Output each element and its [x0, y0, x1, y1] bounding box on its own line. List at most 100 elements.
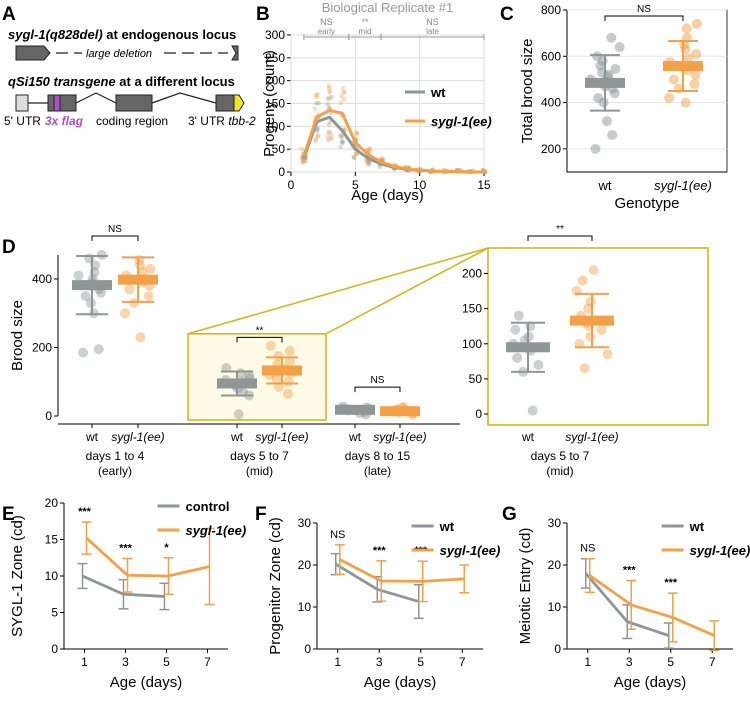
data-point — [326, 83, 331, 89]
data-point — [680, 97, 691, 108]
data-point — [313, 92, 319, 98]
series-line-control — [335, 562, 420, 603]
data-point — [315, 134, 321, 139]
inset-data-point — [510, 324, 521, 335]
x-tick-label: 3 — [626, 655, 633, 669]
legend-label: wt — [430, 85, 446, 100]
data-point — [325, 102, 331, 107]
x-tick-label: wt — [85, 430, 99, 444]
data-point — [299, 155, 305, 160]
sig-sublabel: late — [426, 27, 439, 36]
mean-bar — [118, 274, 158, 285]
series-line-control — [81, 574, 165, 598]
data-point — [668, 74, 679, 85]
y-tick-label: 50 — [272, 142, 286, 156]
sig-label: NS — [371, 375, 385, 386]
data-point — [283, 376, 294, 387]
panel-f-chart: 0 10 20 30 1 3 5 7 Age (days) Progenitor Zone (cd… — [267, 516, 500, 691]
data-point — [73, 270, 84, 281]
data-point — [351, 155, 357, 160]
y-axis-label: Brood size — [9, 300, 26, 371]
x-axis-label: Age (days) — [364, 674, 437, 691]
data-point — [326, 105, 332, 111]
panel-letter-f: F — [255, 504, 267, 525]
y-tick-label: 400 — [32, 272, 52, 286]
inset-y-tick-label: 50 — [469, 372, 483, 386]
line2-gene: qSi150 transgene — [8, 74, 116, 89]
inset-frame — [487, 247, 709, 426]
data-point — [316, 100, 321, 106]
group-label: days 5 to 7 — [230, 449, 289, 463]
x-tick-label: 7 — [204, 655, 211, 669]
data-point — [78, 347, 89, 358]
sig-label: *** — [664, 577, 678, 589]
data-point — [299, 146, 305, 152]
y-tick-label: 800 — [541, 3, 561, 17]
data-point — [368, 146, 373, 152]
data-point — [314, 128, 320, 134]
y-tick-label: 0 — [304, 642, 311, 656]
y-tick-label: 0 — [51, 642, 58, 656]
inset-y-tick-label: 150 — [462, 302, 482, 316]
data-point — [610, 64, 621, 75]
label-flag: 3x flag — [45, 114, 84, 128]
y-tick-label: 10 — [548, 600, 562, 614]
coding-box — [115, 94, 153, 112]
inset-data-point — [512, 352, 523, 363]
y-axis-label: SYGL-1 Zone (cd) — [9, 515, 26, 637]
label-utr5: 5' UTR — [4, 114, 41, 128]
data-point — [339, 132, 344, 138]
group-label: days 8 to 15 — [345, 449, 411, 463]
inset-data-point — [527, 405, 538, 416]
panel-letter-b: B — [256, 4, 270, 25]
inset-data-point — [585, 331, 596, 342]
sig-label: *** — [373, 545, 387, 557]
data-point — [367, 146, 372, 152]
data-point — [137, 267, 148, 278]
data-point — [282, 388, 293, 399]
x-tick-label: 7 — [709, 655, 716, 669]
exon1-box — [47, 94, 77, 112]
data-point — [380, 156, 385, 162]
data-point — [325, 137, 331, 143]
inset-data-point — [533, 359, 544, 370]
data-point — [312, 106, 318, 112]
data-point — [124, 284, 135, 295]
legend-label: control — [185, 499, 229, 514]
y-axis-label: Progeny (count) — [261, 50, 278, 157]
data-point — [80, 291, 91, 302]
data-point — [337, 133, 343, 139]
x-tick-label: 10 — [413, 178, 427, 192]
x-tick-label: 7 — [459, 655, 466, 669]
data-point — [342, 89, 347, 95]
data-point — [366, 161, 371, 166]
data-point — [341, 89, 346, 95]
exon3-box — [215, 94, 235, 112]
data-point — [341, 97, 347, 102]
data-point — [313, 136, 318, 141]
x-tick-label: wt — [348, 430, 362, 444]
label-tbb: tbb-2 — [228, 114, 256, 128]
data-point — [301, 159, 306, 165]
data-point — [327, 89, 332, 95]
data-point — [145, 263, 156, 274]
data-point — [681, 23, 692, 34]
series-line-ee — [339, 558, 465, 583]
data-point — [328, 94, 334, 100]
inset-group-sublabel: (mid) — [546, 464, 573, 478]
y-tick-label: 600 — [541, 49, 561, 63]
y-axis-label: Progenitor Zone (cd) — [267, 517, 284, 655]
x-tick-label: sygl-1(ee) — [654, 178, 712, 193]
mean-bar — [380, 406, 420, 417]
legend-label: sygl-1(ee) — [690, 543, 750, 558]
inset-data-point — [574, 338, 585, 349]
x-tick-label: 5 — [352, 178, 359, 192]
deletion-left-block — [15, 45, 51, 61]
group-sublabel: (mid) — [246, 464, 273, 478]
x-tick-label: sygl-1(ee) — [255, 430, 308, 444]
inset-mean-bar — [506, 342, 550, 353]
sig-label: * — [164, 542, 169, 554]
data-point — [364, 159, 370, 165]
sig-label: NS — [426, 17, 439, 27]
